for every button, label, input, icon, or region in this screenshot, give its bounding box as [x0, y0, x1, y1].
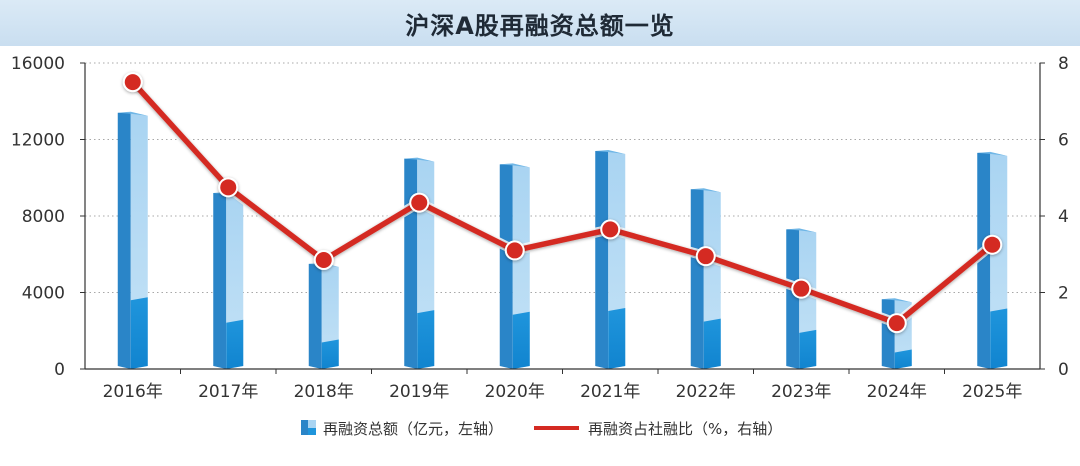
legend: 再融资总额（亿元，左轴） 再融资占社融比（%，右轴）	[301, 420, 782, 438]
bar-face-lower	[512, 311, 530, 369]
y-right-tick-label: 2	[1058, 284, 1069, 304]
x-tick-label: 2017年	[198, 382, 258, 402]
x-tick-label: 2023年	[771, 382, 831, 402]
bar-side	[595, 150, 609, 369]
bar-series	[117, 111, 1008, 369]
bar-cap	[404, 157, 435, 162]
axes: 0 4000 8000 12000 16000 0 2 4 6 8 2016年 2017年 2018年 2…	[11, 54, 1069, 402]
y-right-tick-label: 4	[1058, 207, 1069, 227]
line-marker	[984, 236, 1001, 253]
line-series	[122, 72, 1003, 334]
bar-cap	[881, 298, 912, 303]
bar-cap	[595, 149, 626, 154]
bar	[213, 192, 244, 369]
chart-title: 沪深A股再融资总额一览	[405, 11, 675, 40]
line-marker	[888, 315, 905, 332]
bar-side	[786, 229, 800, 369]
bar	[308, 262, 339, 369]
legend-label-bars: 再融资总额（亿元，左轴）	[323, 420, 503, 438]
bar-cap	[690, 188, 721, 193]
y-right-tick-label: 6	[1058, 131, 1069, 151]
x-tick-label: 2018年	[294, 382, 354, 402]
x-tick-label: 2022年	[676, 382, 736, 402]
bar-face-lower	[799, 329, 817, 369]
bar-face-lower	[990, 308, 1008, 369]
y-left-tick-label: 16000	[11, 54, 65, 74]
bar-side	[977, 152, 991, 369]
bar-face-lower	[130, 297, 148, 369]
bar-side	[213, 193, 227, 369]
bar	[117, 111, 148, 369]
bar-side	[117, 112, 131, 369]
line-path	[130, 80, 994, 326]
y-left-tick-label: 12000	[11, 131, 65, 151]
line-marker	[697, 248, 714, 265]
x-tick-label: 2021年	[580, 382, 640, 402]
legend-swatch-bar-side	[301, 420, 308, 435]
bar	[977, 151, 1008, 369]
line-marker	[220, 179, 237, 196]
legend-item-bars: 再融资总额（亿元，左轴）	[301, 420, 503, 438]
x-tick-label: 2016年	[103, 382, 163, 402]
bar-side	[499, 164, 513, 369]
bar	[690, 188, 721, 369]
bar	[595, 149, 626, 369]
y-left-tick-label: 0	[54, 360, 65, 380]
legend-label-line: 再融资占社融比（%，右轴）	[588, 420, 782, 438]
bar-cap	[977, 151, 1008, 156]
grid-lines	[85, 62, 1040, 293]
y-right-tick-label: 8	[1058, 54, 1069, 74]
bar-face-lower	[321, 339, 339, 369]
legend-swatch-bar-lower	[308, 428, 316, 435]
legend-item-line: 再融资占社融比（%，右轴）	[534, 420, 782, 438]
bar	[404, 157, 435, 369]
line-marker	[411, 194, 428, 211]
bar-cap	[786, 228, 817, 233]
bar	[499, 163, 530, 369]
bar-face-lower	[894, 349, 912, 369]
bar-side	[404, 158, 418, 369]
bar-face-lower	[608, 307, 626, 369]
bar-face-lower	[226, 319, 244, 369]
line-halo	[129, 78, 996, 329]
line-marker	[793, 280, 810, 297]
bar-face-lower	[703, 318, 721, 369]
line-marker	[315, 251, 332, 268]
x-tick-label: 2020年	[485, 382, 545, 402]
bar-cap	[117, 111, 148, 116]
legend-swatch-bar-face	[308, 420, 316, 435]
line-marker	[506, 242, 523, 259]
bar-cap	[499, 163, 530, 168]
bar-side	[308, 263, 322, 369]
line-marker	[124, 74, 141, 91]
title-banner: 沪深A股再融资总额一览	[0, 0, 1080, 46]
x-tick-label: 2019年	[389, 382, 449, 402]
y-left-tick-label: 8000	[22, 207, 65, 227]
bar-face-lower	[417, 310, 435, 369]
y-right-tick-label: 0	[1058, 360, 1069, 380]
bar-side	[690, 189, 704, 369]
x-tick-label: 2024年	[867, 382, 927, 402]
y-left-tick-label: 4000	[22, 284, 65, 304]
bar	[786, 228, 817, 369]
bar-side	[881, 299, 895, 369]
line-marker	[602, 221, 619, 238]
x-tick-label: 2025年	[962, 382, 1022, 402]
